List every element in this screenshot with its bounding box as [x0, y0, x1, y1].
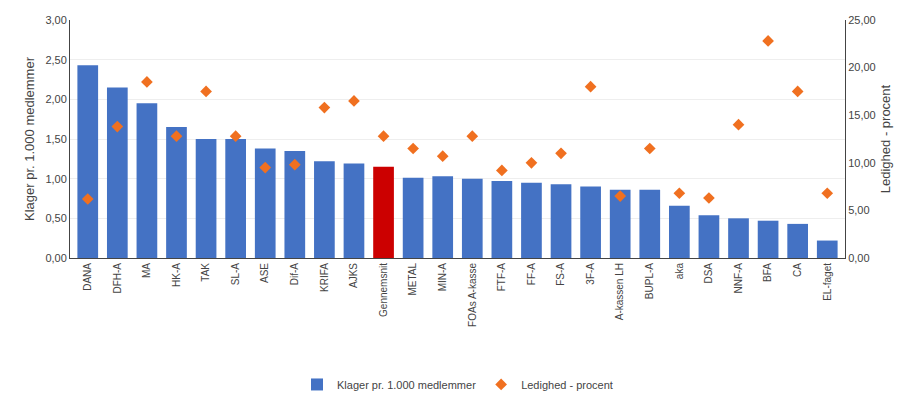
svg-text:TAK: TAK — [200, 263, 211, 282]
svg-text:20,00: 20,00 — [848, 61, 876, 73]
svg-text:AJKS: AJKS — [348, 263, 359, 288]
svg-text:KRIFA: KRIFA — [319, 263, 330, 292]
svg-text:FS-A: FS-A — [555, 263, 566, 286]
svg-text:Ledighed - procent: Ledighed - procent — [521, 379, 613, 391]
svg-text:0,00: 0,00 — [848, 252, 869, 264]
svg-text:1,00: 1,00 — [45, 173, 66, 185]
svg-text:MA: MA — [141, 263, 152, 278]
svg-text:Klager pr. 1.000 medlemmer: Klager pr. 1.000 medlemmer — [22, 56, 37, 221]
svg-text:BUPL-A: BUPL-A — [644, 263, 655, 299]
svg-text:10,00: 10,00 — [848, 157, 876, 169]
svg-text:MIN-A: MIN-A — [437, 263, 448, 292]
svg-text:DANA: DANA — [82, 263, 93, 291]
svg-text:SL-A: SL-A — [230, 263, 241, 286]
svg-text:Gennemsnit: Gennemsnit — [378, 263, 389, 317]
svg-text:0,00: 0,00 — [45, 252, 66, 264]
svg-text:25,00: 25,00 — [848, 14, 876, 26]
svg-text:FTF-A: FTF-A — [496, 263, 507, 292]
svg-text:aka: aka — [674, 263, 685, 280]
svg-text:A-kassen LH: A-kassen LH — [614, 263, 625, 320]
svg-text:ASE: ASE — [259, 263, 270, 283]
svg-text:FOAs A-kasse: FOAs A-kasse — [467, 263, 478, 327]
svg-text:2,00: 2,00 — [45, 93, 66, 105]
svg-text:NNF-A: NNF-A — [733, 263, 744, 294]
svg-text:3,00: 3,00 — [45, 14, 66, 26]
svg-text:DSA: DSA — [703, 263, 714, 284]
svg-text:Dif-A: Dif-A — [289, 263, 300, 286]
svg-text:Klager pr. 1.000 medlemmer: Klager pr. 1.000 medlemmer — [337, 379, 476, 391]
svg-text:METAL: METAL — [407, 263, 418, 296]
svg-text:DFH-A: DFH-A — [112, 263, 123, 294]
svg-text:15,00: 15,00 — [848, 109, 876, 121]
svg-text:2,50: 2,50 — [45, 54, 66, 66]
svg-text:5,00: 5,00 — [848, 204, 869, 216]
svg-text:CA: CA — [792, 263, 803, 277]
svg-text:Ledighed - procent: Ledighed - procent — [878, 84, 893, 193]
svg-text:EL-faget: EL-faget — [822, 263, 833, 301]
svg-text:BFA: BFA — [762, 263, 773, 282]
svg-text:1,50: 1,50 — [45, 133, 66, 145]
svg-text:0,50: 0,50 — [45, 212, 66, 224]
svg-text:HK-A: HK-A — [171, 263, 182, 287]
svg-text:FF-A: FF-A — [526, 263, 537, 286]
svg-text:3F-A: 3F-A — [585, 263, 596, 285]
